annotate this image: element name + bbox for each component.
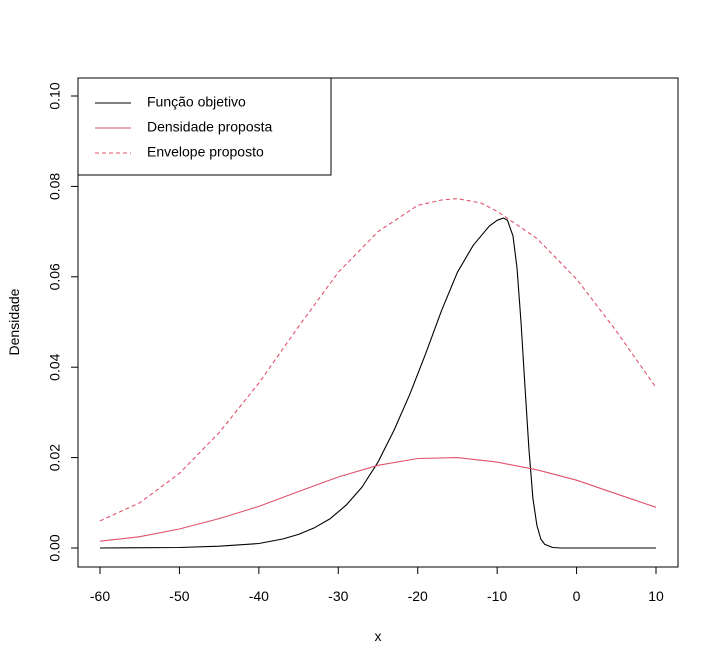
legend: Função objetivo Densidade proposta Envelop… — [77, 77, 332, 176]
y-tick-label: 0.02 — [47, 444, 63, 471]
x-axis: -60 -50 -40 -30 -20 -10 0 10 — [90, 566, 664, 604]
series-line-1 — [99, 217, 656, 549]
legend-label-2: Densidade proposta — [147, 119, 273, 135]
y-tick-label: 0.10 — [47, 82, 63, 109]
series-line-3 — [99, 198, 657, 522]
y-tick-label: 0.00 — [47, 534, 63, 561]
y-axis: 0.00 0.02 0.04 0.06 0.08 0.10 — [47, 82, 79, 562]
x-tick-label: -10 — [487, 588, 507, 604]
series-layer — [99, 198, 657, 549]
x-tick-label: -20 — [408, 588, 428, 604]
x-tick-label: -50 — [169, 588, 189, 604]
x-tick-label: -40 — [249, 588, 269, 604]
x-tick-label: 10 — [648, 588, 664, 604]
y-tick-label: 0.04 — [47, 353, 63, 380]
x-tick-label: -60 — [90, 588, 110, 604]
y-tick-label: 0.06 — [47, 263, 63, 290]
x-axis-title: x — [375, 628, 382, 644]
x-tick-label: -30 — [328, 588, 348, 604]
x-tick-label: 0 — [573, 588, 581, 604]
series-line-2 — [99, 457, 657, 542]
y-axis-title: Densidade — [6, 288, 22, 355]
legend-label-1: Função objetivo — [147, 94, 246, 110]
legend-label-3: Envelope proposto — [147, 144, 264, 160]
y-tick-label: 0.08 — [47, 173, 63, 200]
legend-box — [77, 77, 332, 176]
